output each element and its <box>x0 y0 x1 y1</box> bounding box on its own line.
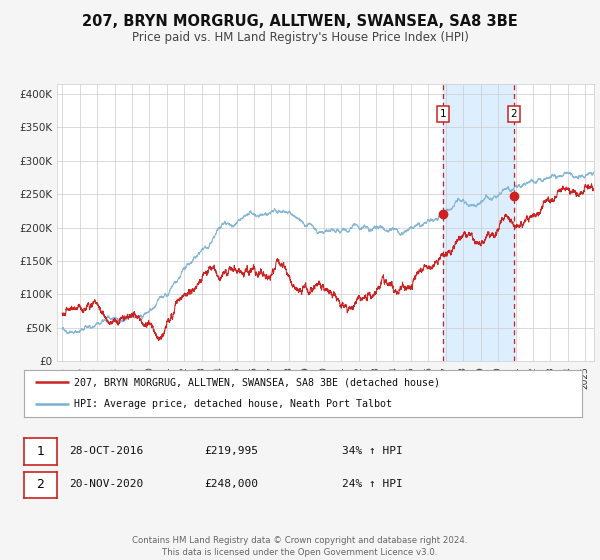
Text: HPI: Average price, detached house, Neath Port Talbot: HPI: Average price, detached house, Neat… <box>74 399 392 409</box>
Text: 34% ↑ HPI: 34% ↑ HPI <box>342 446 403 456</box>
Text: £248,000: £248,000 <box>204 479 258 489</box>
Text: £219,995: £219,995 <box>204 446 258 456</box>
Text: 20-NOV-2020: 20-NOV-2020 <box>69 479 143 489</box>
Text: 207, BRYN MORGRUG, ALLTWEN, SWANSEA, SA8 3BE: 207, BRYN MORGRUG, ALLTWEN, SWANSEA, SA8… <box>82 14 518 29</box>
Text: 207, BRYN MORGRUG, ALLTWEN, SWANSEA, SA8 3BE (detached house): 207, BRYN MORGRUG, ALLTWEN, SWANSEA, SA8… <box>74 377 440 388</box>
Text: 2: 2 <box>37 478 44 492</box>
Text: 24% ↑ HPI: 24% ↑ HPI <box>342 479 403 489</box>
Text: 28-OCT-2016: 28-OCT-2016 <box>69 446 143 456</box>
Text: Contains HM Land Registry data © Crown copyright and database right 2024.
This d: Contains HM Land Registry data © Crown c… <box>132 536 468 557</box>
Bar <box>443 84 514 361</box>
Text: Price paid vs. HM Land Registry's House Price Index (HPI): Price paid vs. HM Land Registry's House … <box>131 31 469 44</box>
Text: 1: 1 <box>37 445 44 458</box>
Text: 1: 1 <box>440 109 446 119</box>
Text: 2: 2 <box>511 109 517 119</box>
